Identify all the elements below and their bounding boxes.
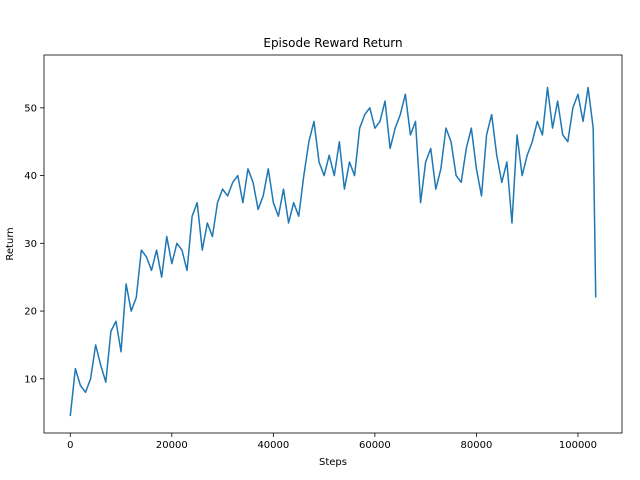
chart-title: Episode Reward Return (263, 36, 402, 50)
y-tick-label: 20 (24, 307, 37, 318)
x-tick-label: 40000 (257, 440, 289, 451)
y-tick-label: 50 (24, 103, 37, 114)
x-tick-label: 80000 (461, 440, 493, 451)
x-tick-label: 0 (67, 440, 73, 451)
line (69, 86, 597, 417)
y-tick-label: 40 (24, 171, 37, 182)
x-tick-label: 20000 (156, 440, 188, 451)
plot-frame (43, 54, 623, 434)
y-tick-label: 10 (24, 374, 37, 385)
x-tick-label: 100000 (559, 440, 597, 451)
x-tick-label: 60000 (359, 440, 391, 451)
y-tick-label: 30 (24, 239, 37, 250)
y-axis-label: Return (5, 227, 16, 260)
x-axis-label: Steps (319, 457, 347, 468)
